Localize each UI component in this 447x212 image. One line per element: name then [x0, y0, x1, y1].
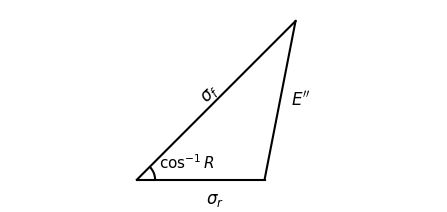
Text: $\cos^{-1}R$: $\cos^{-1}R$ — [159, 154, 215, 172]
Text: $\sigma_f$: $\sigma_f$ — [197, 81, 223, 107]
Text: $\sigma_r$: $\sigma_r$ — [207, 191, 224, 209]
Text: $E^{\prime\prime}$: $E^{\prime\prime}$ — [291, 91, 311, 110]
